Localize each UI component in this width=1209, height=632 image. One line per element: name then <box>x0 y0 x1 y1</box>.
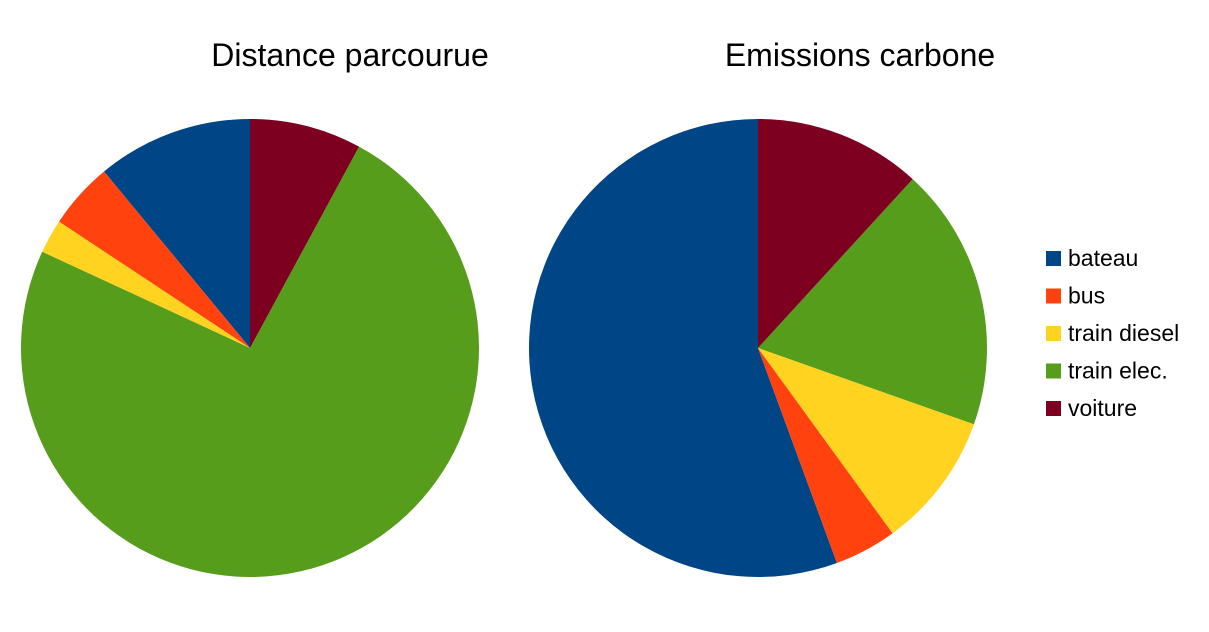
slice-distance-bateau <box>104 119 250 348</box>
legend-swatch-bus <box>1046 288 1061 304</box>
chart-title-emissions: Emissions carbone <box>725 37 995 73</box>
legend-swatch-voiture <box>1046 401 1061 416</box>
legend-label-bus: bus <box>1068 283 1105 309</box>
slice-emissions-train-elec <box>758 179 987 425</box>
legend-label-voiture: voiture <box>1068 395 1137 421</box>
legend-swatch-train-elec <box>1046 363 1061 379</box>
slice-emissions-voiture <box>758 119 913 348</box>
legend-label-bateau: bateau <box>1068 245 1138 271</box>
slice-distance-bus <box>58 171 251 348</box>
chart-title-distance: Distance parcourue <box>211 37 488 73</box>
slice-distance-train-diesel <box>42 221 250 348</box>
slice-emissions-bus <box>758 348 893 563</box>
pie-emissions <box>528 119 987 578</box>
legend-label-train-diesel: train diesel <box>1068 320 1179 346</box>
pie-distance <box>20 119 479 578</box>
slice-emissions-bateau <box>528 119 837 578</box>
slice-distance-voiture <box>250 119 360 348</box>
slice-emissions-train-diesel <box>758 348 974 534</box>
legend: bateau bus train diesel train elec. voiture <box>1046 245 1179 421</box>
legend-swatch-bateau <box>1046 251 1061 266</box>
legend-label-train-elec: train elec. <box>1068 358 1168 384</box>
slice-distance-train-elec <box>20 146 479 578</box>
legend-swatch-train-diesel <box>1046 326 1061 341</box>
